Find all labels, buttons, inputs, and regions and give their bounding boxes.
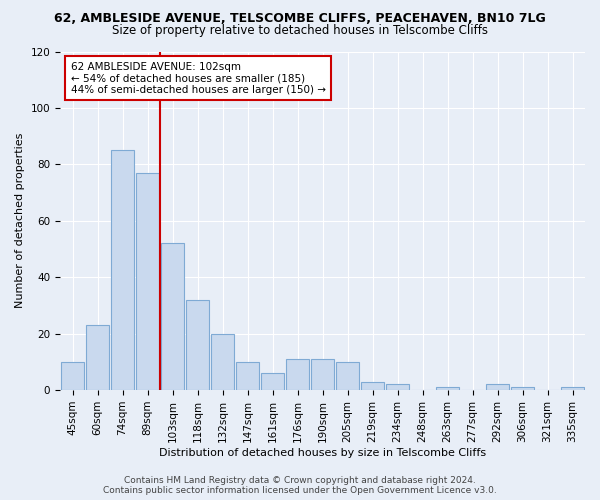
Text: Size of property relative to detached houses in Telscombe Cliffs: Size of property relative to detached ho… — [112, 24, 488, 37]
Y-axis label: Number of detached properties: Number of detached properties — [15, 133, 25, 308]
Bar — [86, 325, 109, 390]
Bar — [286, 359, 310, 390]
X-axis label: Distribution of detached houses by size in Telscombe Cliffs: Distribution of detached houses by size … — [159, 448, 486, 458]
Bar — [161, 244, 184, 390]
Bar — [436, 388, 460, 390]
Bar — [560, 388, 584, 390]
Bar — [311, 359, 334, 390]
Bar — [361, 382, 385, 390]
Text: Contains HM Land Registry data © Crown copyright and database right 2024.
Contai: Contains HM Land Registry data © Crown c… — [103, 476, 497, 495]
Bar — [110, 150, 134, 390]
Bar — [136, 173, 160, 390]
Bar — [335, 362, 359, 390]
Bar — [386, 384, 409, 390]
Text: 62, AMBLESIDE AVENUE, TELSCOMBE CLIFFS, PEACEHAVEN, BN10 7LG: 62, AMBLESIDE AVENUE, TELSCOMBE CLIFFS, … — [54, 12, 546, 26]
Bar — [211, 334, 235, 390]
Bar — [236, 362, 259, 390]
Text: 62 AMBLESIDE AVENUE: 102sqm
← 54% of detached houses are smaller (185)
44% of se: 62 AMBLESIDE AVENUE: 102sqm ← 54% of det… — [71, 62, 326, 95]
Bar — [61, 362, 85, 390]
Bar — [511, 388, 535, 390]
Bar — [260, 373, 284, 390]
Bar — [485, 384, 509, 390]
Bar — [185, 300, 209, 390]
